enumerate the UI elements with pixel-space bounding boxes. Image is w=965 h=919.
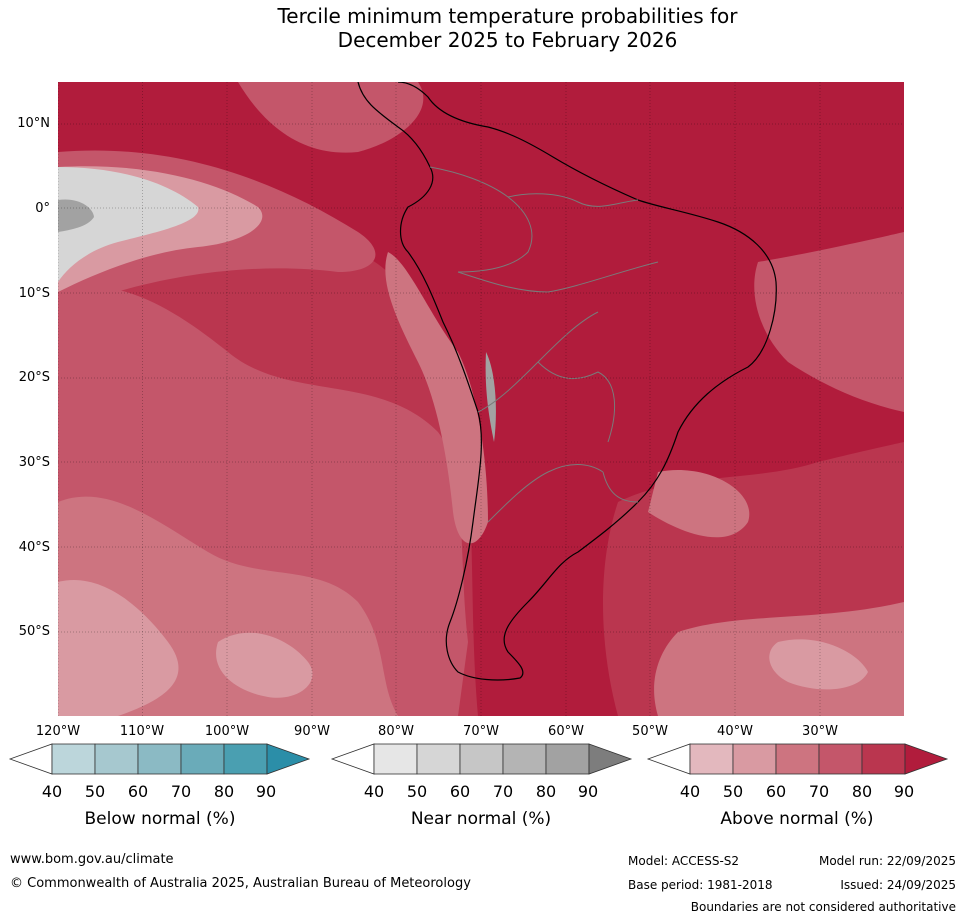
tick-label: 70 — [808, 782, 830, 801]
national-borders — [429, 166, 659, 523]
lon-label-30w: 30°W — [802, 724, 838, 739]
tick-label: 40 — [363, 782, 385, 801]
colorbar-segment — [416, 743, 461, 775]
lon-label-90w: 90°W — [294, 724, 330, 739]
lon-label-80w: 80°W — [378, 724, 414, 739]
model-run-text: Model run: 22/09/2025 — [818, 854, 956, 868]
lon-label-100w: 100°W — [204, 724, 250, 739]
colorbar-segment — [818, 743, 863, 775]
tick-label: 60 — [449, 782, 471, 801]
copyright-text: © Commonwealth of Australia 2025, Austra… — [10, 876, 471, 891]
issued-text: Issued: 24/09/2025 — [840, 878, 956, 892]
colorbar-label-below: Below normal (%) — [84, 809, 236, 829]
atlantic-band-60 — [648, 470, 750, 538]
lon-label-40w: 40°W — [717, 724, 753, 739]
lon-label-60w: 60°W — [548, 724, 584, 739]
colorbar-segment — [373, 743, 418, 775]
colorbar-segment — [94, 743, 139, 775]
lat-label-20s: 20°S — [18, 370, 50, 385]
colorbar-segment — [732, 743, 777, 775]
tick-label: 40 — [679, 782, 701, 801]
colorbar-near-normal — [330, 743, 633, 775]
colorbar-below-normal — [8, 743, 311, 775]
disclaimer-text: Boundaries are not considered authoritat… — [690, 900, 956, 914]
colorbar-max-arrow — [588, 743, 633, 775]
lon-label-110w: 110°W — [119, 724, 165, 739]
title-line-1: Tercile minimum temperature probabilitie… — [277, 4, 738, 28]
tick-label: 90 — [893, 782, 915, 801]
tick-label: 80 — [535, 782, 557, 801]
graticule — [58, 82, 904, 716]
colorbar-segment — [861, 743, 906, 775]
colorbar-min-arrow — [8, 743, 53, 775]
tick-label: 90 — [577, 782, 599, 801]
lat-label-30s: 30°S — [18, 455, 50, 470]
title-line-2: December 2025 to February 2026 — [337, 28, 678, 52]
tick-label: 90 — [255, 782, 277, 801]
south-america-coastline — [357, 82, 777, 681]
colorbar-segment — [137, 743, 182, 775]
andes-strip-near-normal — [485, 352, 496, 442]
colorbar-label-above: Above normal (%) — [720, 809, 874, 829]
lon-label-120w: 120°W — [35, 724, 81, 739]
colorbar-segment — [51, 743, 96, 775]
colorbar-max-arrow — [266, 743, 311, 775]
colorbar-segment — [689, 743, 734, 775]
near-normal-tongue — [58, 167, 199, 282]
tick-label: 70 — [170, 782, 192, 801]
colorbar-segment — [180, 743, 225, 775]
lon-label-50w: 50°W — [632, 724, 668, 739]
lon-label-70w: 70°W — [463, 724, 499, 739]
tick-label: 60 — [765, 782, 787, 801]
andes-strip-60 — [385, 252, 488, 544]
colorbar-segment — [545, 743, 590, 775]
lat-label-10s: 10°S — [18, 286, 50, 301]
colorbar-segment — [775, 743, 820, 775]
colorbar-min-arrow — [646, 743, 691, 775]
atlantic-patch-50 — [769, 639, 868, 690]
near-normal-core — [58, 199, 94, 232]
colorbar-max-arrow — [904, 743, 949, 775]
tick-label: 50 — [722, 782, 744, 801]
lat-label-0: 0° — [35, 201, 50, 216]
tick-label: 50 — [84, 782, 106, 801]
colorbar-label-near: Near normal (%) — [410, 809, 552, 829]
tick-label: 80 — [213, 782, 235, 801]
colorbar-segment — [223, 743, 268, 775]
colorbar-segment — [502, 743, 547, 775]
atlantic-band-70-east — [754, 232, 904, 412]
tick-label: 70 — [492, 782, 514, 801]
lat-label-40s: 40°S — [18, 540, 50, 555]
pacific-patch-50 — [216, 632, 313, 698]
colorbar-above-normal — [646, 743, 949, 775]
tick-label: 50 — [406, 782, 428, 801]
tick-label: 60 — [127, 782, 149, 801]
probability-map — [58, 82, 904, 716]
colorbar-segment — [459, 743, 504, 775]
lat-label-10n: 10°N — [17, 116, 50, 131]
website-link[interactable]: www.bom.gov.au/climate — [10, 852, 174, 867]
caribbean-band-70 — [238, 82, 424, 153]
base-period-text: Base period: 1981-2018 — [628, 878, 773, 892]
model-text: Model: ACCESS-S2 — [628, 854, 740, 868]
lat-label-50s: 50°S — [18, 624, 50, 639]
tick-label: 40 — [41, 782, 63, 801]
tick-label: 80 — [851, 782, 873, 801]
pacific-south-band-50 — [58, 580, 179, 716]
map-title: Tercile minimum temperature probabilitie… — [0, 4, 965, 52]
colorbar-min-arrow — [330, 743, 375, 775]
